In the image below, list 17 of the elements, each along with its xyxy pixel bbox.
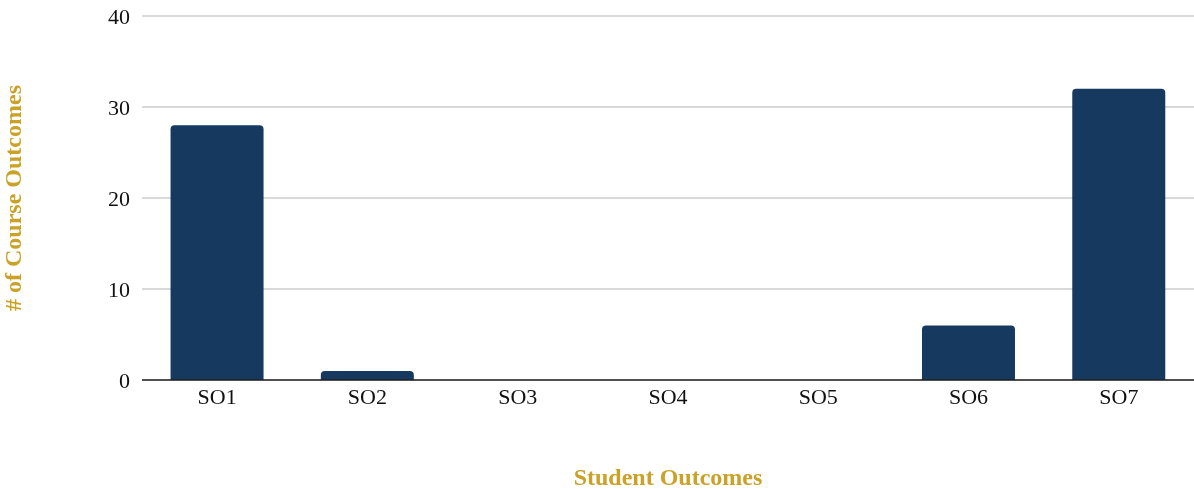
y-axis-title: # of Course Outcomes	[0, 85, 26, 311]
x-tick-label: SO4	[648, 383, 688, 409]
x-tick-label: SO2	[347, 383, 387, 409]
y-tick-label: 0	[119, 367, 130, 393]
y-tick-label: 10	[108, 276, 130, 302]
y-tick-label: 20	[108, 185, 130, 211]
bar	[170, 125, 264, 380]
x-tick-label: SO6	[949, 383, 989, 409]
y-tick-label: 30	[108, 94, 130, 120]
bar	[1072, 88, 1166, 380]
x-axis-title: Student Outcomes	[573, 464, 763, 489]
x-tick-label: SO1	[197, 383, 237, 409]
x-tick-label: SO5	[798, 383, 838, 409]
bar	[921, 325, 1015, 380]
x-tick-label: SO7	[1099, 383, 1139, 409]
x-tick-label: SO3	[498, 383, 538, 409]
y-tick-label: 40	[108, 3, 130, 29]
